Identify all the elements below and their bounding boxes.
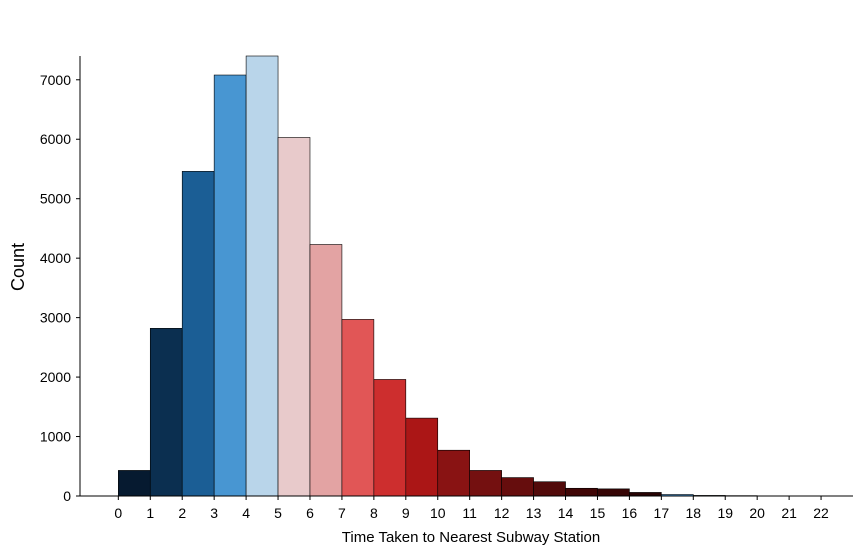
x-tick-label-5: 5	[274, 505, 282, 521]
x-tick-label-2: 2	[178, 505, 186, 521]
y-tick-label-7000: 7000	[40, 72, 71, 88]
x-tick-label-19: 19	[717, 505, 733, 521]
x-tick-label-1: 1	[146, 505, 154, 521]
y-tick-label-0: 0	[63, 488, 71, 504]
x-tick-label-15: 15	[590, 505, 606, 521]
x-tick-label-4: 4	[242, 505, 250, 521]
x-tick-label-10: 10	[430, 505, 446, 521]
x-axis-label: Time Taken to Nearest Subway Station	[342, 529, 600, 546]
y-ticks-group: 0 1000 2000 3000 4000 5000 6000 7000	[40, 72, 80, 504]
bar-11-12	[469, 470, 502, 497]
x-tick-label-22: 22	[813, 505, 829, 521]
x-tick-label-11: 11	[462, 505, 477, 521]
y-tick-label-1000: 1000	[40, 429, 71, 445]
x-tick-label-7: 7	[338, 505, 346, 521]
bar-16-17	[629, 492, 662, 497]
bar-3-4	[213, 74, 247, 497]
x-tick-label-20: 20	[749, 505, 765, 521]
x-tick-label-18: 18	[686, 505, 702, 521]
bar-1-2	[149, 328, 183, 497]
x-ticks-group: 0 1 2 3 4 5 6 7 8 9 10 11 12 13 14 15 16 17 18 19 20 21 22	[114, 496, 829, 521]
bar-10-11	[437, 449, 470, 497]
x-tick-label-0: 0	[114, 505, 122, 521]
y-tick-label-2000: 2000	[40, 369, 71, 385]
x-tick-label-12: 12	[494, 505, 510, 521]
bar-4-5	[245, 55, 279, 497]
bar-12-13	[501, 477, 534, 497]
bar-8-9	[373, 379, 407, 497]
x-tick-label-16: 16	[622, 505, 638, 521]
x-tick-label-8: 8	[370, 505, 378, 521]
bars-group	[118, 55, 790, 497]
y-axis-label: Count	[8, 243, 28, 291]
x-tick-label-21: 21	[781, 505, 797, 521]
bar-2-3	[181, 171, 215, 497]
y-tick-label-5000: 5000	[40, 191, 71, 207]
bar-0-1	[118, 470, 151, 497]
bar-7-8	[341, 319, 375, 497]
x-tick-label-17: 17	[654, 505, 670, 521]
bar-13-14	[533, 481, 566, 497]
y-tick-label-3000: 3000	[40, 310, 71, 326]
bar-14-15	[565, 487, 598, 497]
x-tick-label-6: 6	[306, 505, 314, 521]
bar-15-16	[597, 488, 630, 497]
y-tick-label-6000: 6000	[40, 131, 71, 147]
bar-5-6	[277, 137, 311, 497]
x-tick-label-14: 14	[558, 505, 574, 521]
bar-9-10	[405, 417, 439, 497]
bar-6-7	[309, 244, 343, 497]
x-tick-label-3: 3	[210, 505, 218, 521]
x-tick-label-9: 9	[402, 505, 410, 521]
y-tick-label-4000: 4000	[40, 250, 71, 266]
x-tick-label-13: 13	[526, 505, 542, 521]
